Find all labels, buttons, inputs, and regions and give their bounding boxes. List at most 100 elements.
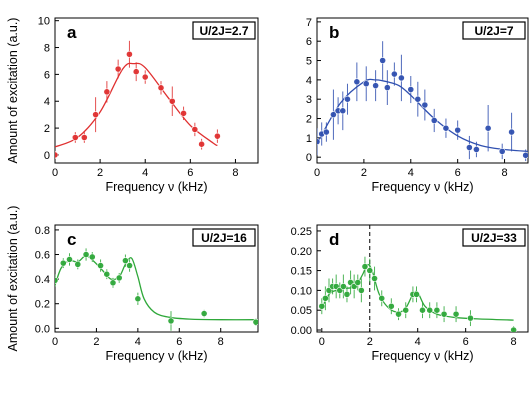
data-point <box>343 290 351 298</box>
x-tick-label: 2 <box>361 167 367 179</box>
data-point <box>484 124 492 132</box>
plot-area <box>318 256 518 332</box>
x-axis-label: Frequency ν (kHz) <box>105 349 207 363</box>
y-tick-label: 5 <box>306 56 312 68</box>
x-tick-label: 4 <box>142 167 148 179</box>
y-tick-label: 2 <box>306 114 312 126</box>
y-tick-label: 2 <box>44 123 50 135</box>
data-point <box>390 70 398 78</box>
data-point <box>330 111 337 119</box>
data-point <box>55 151 59 159</box>
x-tick-label: 0 <box>314 167 320 179</box>
y-tick-label: 8 <box>44 43 50 55</box>
parameter-badge <box>462 228 526 247</box>
data-point <box>80 134 88 141</box>
x-axis-label: Frequency ν (kHz) <box>105 180 207 194</box>
data-point <box>318 302 326 310</box>
data-point <box>442 124 450 132</box>
x-tick-label: 8 <box>501 167 507 179</box>
data-point <box>421 101 429 109</box>
fit-curve <box>55 255 258 321</box>
x-tick-label: 6 <box>455 167 461 179</box>
y-tick-label: 0.2 <box>35 299 50 311</box>
data-point <box>473 146 480 153</box>
x-tick-label: 8 <box>232 167 238 179</box>
panel-letter: b <box>329 23 339 42</box>
y-tick-label: 0.05 <box>291 305 312 317</box>
y-tick-label: 6 <box>44 69 50 81</box>
data-point <box>55 276 59 284</box>
data-point <box>82 251 90 258</box>
data-point <box>395 310 402 318</box>
y-tick-label: 10 <box>38 16 50 28</box>
data-point <box>383 84 391 91</box>
y-tick-label: 0 <box>44 150 50 162</box>
data-point <box>414 95 422 103</box>
data-point <box>354 279 362 286</box>
y-tick-label: 0 <box>306 152 312 164</box>
y-tick-label: 3 <box>306 94 312 106</box>
y-tick-label: 0.4 <box>35 274 50 286</box>
data-point <box>362 80 370 88</box>
plot-area <box>55 40 221 159</box>
data-point <box>508 128 515 136</box>
x-tick-label: 8 <box>218 336 224 348</box>
data-point <box>357 286 365 294</box>
x-tick-label: 0 <box>319 336 325 348</box>
panel-letter: a <box>67 23 77 42</box>
y-tick-label: 0.6 <box>35 250 50 262</box>
data-point <box>402 306 410 314</box>
parameter-badge <box>462 21 526 40</box>
data-point <box>109 279 117 287</box>
data-point <box>366 267 374 274</box>
data-point <box>440 310 448 318</box>
parameter-badge-label: U/2J=2.7 <box>199 24 248 38</box>
data-point <box>114 65 122 73</box>
data-point <box>213 132 221 140</box>
data-point <box>379 57 387 64</box>
data-point <box>132 68 140 76</box>
panel-d: 0 2 4 6 8 0.00 0.05 0.10 0.15 0.20 0.25 Frequency ν… <box>291 224 529 363</box>
data-point <box>361 263 369 271</box>
data-point <box>339 283 347 290</box>
x-axis-label: Frequency ν (kHz) <box>371 180 473 194</box>
y-tick-label: 7 <box>306 17 312 29</box>
data-point <box>378 294 386 302</box>
data-point <box>419 306 426 314</box>
plot-frame <box>54 17 259 164</box>
parameter-badge <box>192 21 256 40</box>
data-point <box>433 306 441 314</box>
x-tick-label: 6 <box>187 167 193 179</box>
panel-b: 0 2 4 6 8 0 1 2 3 4 5 6 7 Frequency ν (kHz) b U/2J=7 <box>306 17 529 194</box>
data-point <box>407 86 415 93</box>
y-tick-label: 0.8 <box>35 225 50 237</box>
y-tick-label: 0.20 <box>291 246 312 258</box>
data-point <box>88 253 96 261</box>
data-point <box>167 317 175 325</box>
data-point <box>126 262 133 269</box>
parameter-badge-label: U/2J=33 <box>471 231 517 245</box>
data-point <box>191 126 199 133</box>
data-point <box>510 326 518 332</box>
data-point <box>59 259 67 267</box>
y-axis-label: Amount of excitation (a.u.) <box>6 206 20 352</box>
data-point <box>122 257 129 265</box>
y-tick-label: 0.25 <box>291 226 312 238</box>
x-tick-label: 2 <box>97 167 103 179</box>
x-tick-label: 6 <box>176 336 182 348</box>
data-point <box>353 78 361 86</box>
data-point <box>321 294 329 302</box>
plot-area <box>55 248 258 331</box>
x-tick-label: 2 <box>93 336 99 348</box>
data-point <box>454 126 462 134</box>
panel-a: 0 2 4 6 8 0 2 4 6 8 10 Frequency ν (kHz) Amount of e… <box>6 16 259 194</box>
panel-letter: c <box>67 230 76 249</box>
x-tick-label: 0 <box>52 167 58 179</box>
y-tick-label: 6 <box>306 36 312 48</box>
data-point <box>103 88 111 96</box>
data-point <box>387 302 395 310</box>
x-tick-label: 0 <box>52 336 58 348</box>
data-point <box>498 147 506 155</box>
y-tick-label: 4 <box>44 96 50 108</box>
